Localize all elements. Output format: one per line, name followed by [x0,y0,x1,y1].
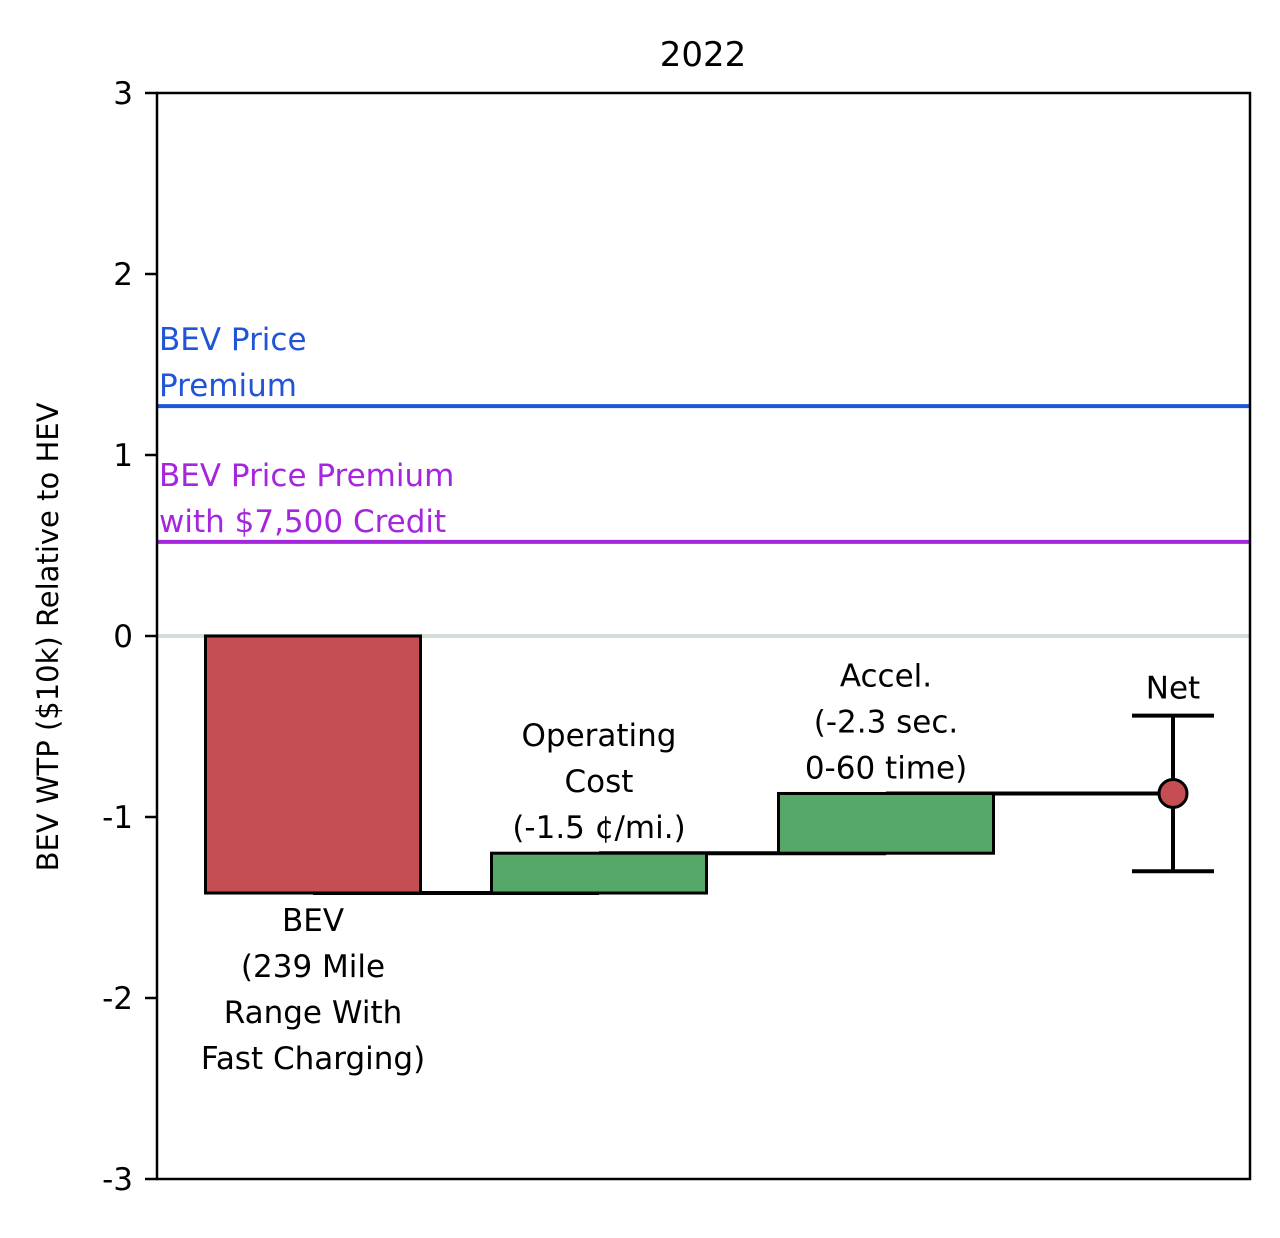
y-tick-label: 0 [113,619,133,655]
plot-area: BEV Price Premium BEV Price Premium with $7… [102,76,1252,1198]
bar-label: 0-60 time) [805,750,967,786]
y-tick-label: -3 [102,1162,133,1198]
waterfall-bar [204,634,422,895]
bar-label: Cost [565,764,634,800]
y-tick-label: 3 [113,76,133,112]
bar-label: BEV [282,903,344,939]
bar-label: Fast Charging) [201,1041,425,1077]
reference-line-label: Premium [159,368,297,404]
y-tick-label: 2 [113,257,133,293]
chart-title: 2022 [660,35,747,75]
bar-label: (239 Mile [241,949,385,985]
waterfall-bar [490,851,708,895]
net-point [1157,777,1189,809]
y-tick-label: 1 [113,438,133,474]
reference-line-label: BEV Price Premium [159,458,454,494]
bar-label: (-2.3 sec. [814,704,959,740]
net-label: Net [1146,671,1200,707]
waterfall-bar [777,791,995,855]
reference-line-label: with $7,500 Credit [159,504,446,540]
y-tick-label: -1 [102,800,133,836]
bar-label: Range With [224,995,403,1031]
y-tick-label: -2 [102,981,133,1017]
y-axis-label: BEV WTP ($10k) Relative to HEV [31,402,65,871]
reference-line-label: BEV Price [159,322,307,358]
bar-label: Accel. [840,658,932,694]
bar-label: Operating [522,718,677,754]
bar-label: (-1.5 ¢/mi.) [512,810,685,846]
